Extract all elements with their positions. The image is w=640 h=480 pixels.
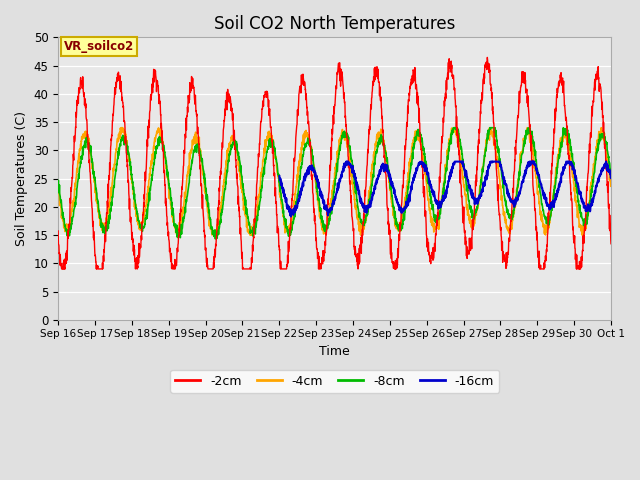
Title: Soil CO2 North Temperatures: Soil CO2 North Temperatures — [214, 15, 455, 33]
Text: VR_soilco2: VR_soilco2 — [64, 40, 134, 53]
Y-axis label: Soil Temperatures (C): Soil Temperatures (C) — [15, 111, 28, 246]
X-axis label: Time: Time — [319, 345, 350, 358]
Legend: -2cm, -4cm, -8cm, -16cm: -2cm, -4cm, -8cm, -16cm — [170, 370, 499, 393]
